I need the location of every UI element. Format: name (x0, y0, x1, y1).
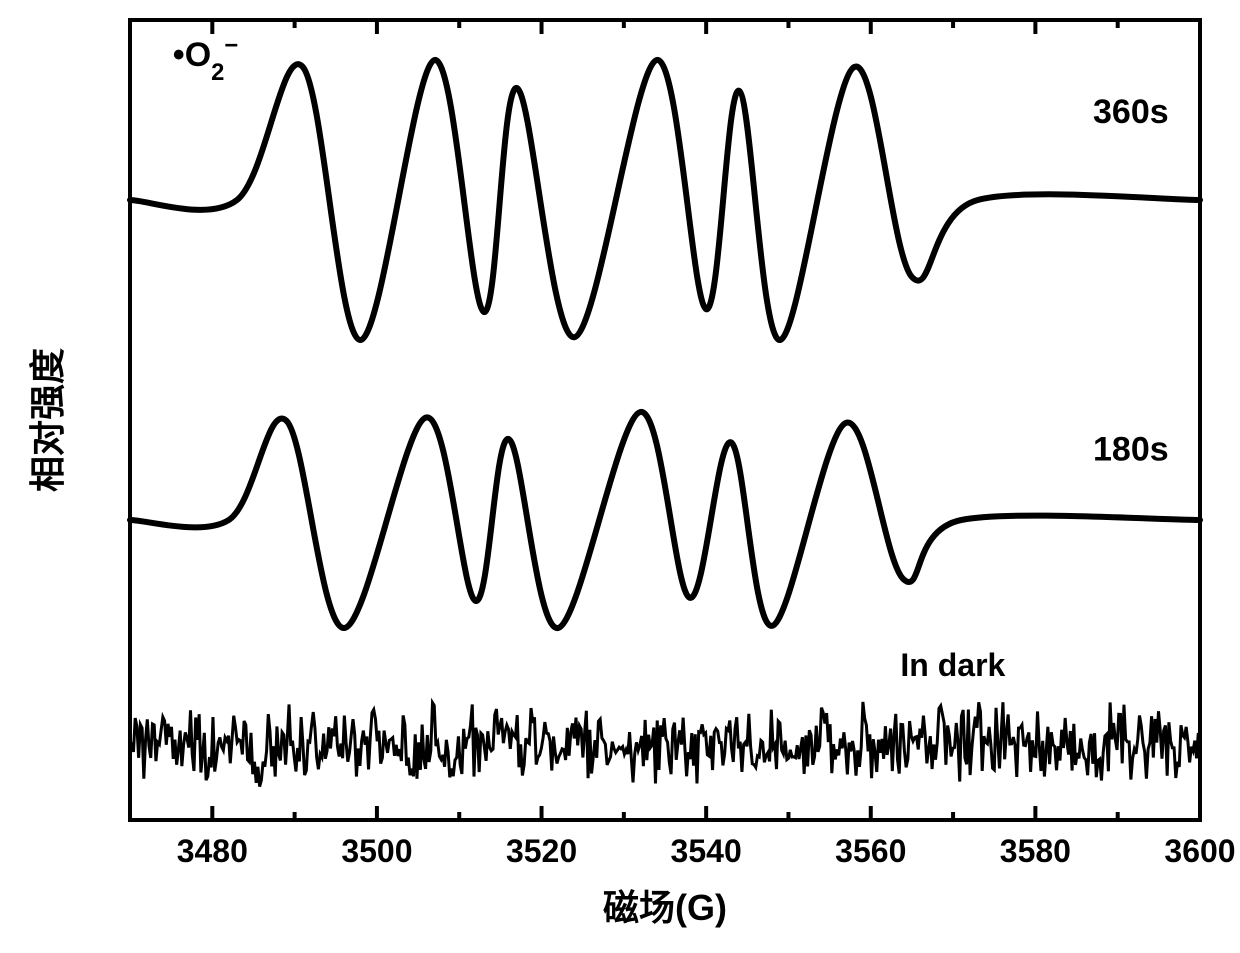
trace-180s-label: 180s (1093, 431, 1169, 469)
x-tick-label: 3500 (341, 833, 412, 869)
x-tick-label: 3560 (835, 833, 906, 869)
trace-360s-label: 360s (1093, 93, 1169, 131)
chart-svg: 3480350035203540356035803600磁场(G)相对强度•O2… (0, 0, 1240, 953)
x-tick-label: 3580 (1000, 833, 1071, 869)
x-axis-label: 磁场(G) (603, 887, 727, 928)
x-tick-label: 3600 (1164, 833, 1235, 869)
x-tick-label: 3540 (671, 833, 742, 869)
x-tick-label: 3520 (506, 833, 577, 869)
x-tick-label: 3480 (177, 833, 248, 869)
trace-dark-label: In dark (900, 647, 1005, 683)
epr-chart: 3480350035203540356035803600磁场(G)相对强度•O2… (0, 0, 1240, 953)
y-axis-label: 相对强度 (27, 348, 68, 492)
